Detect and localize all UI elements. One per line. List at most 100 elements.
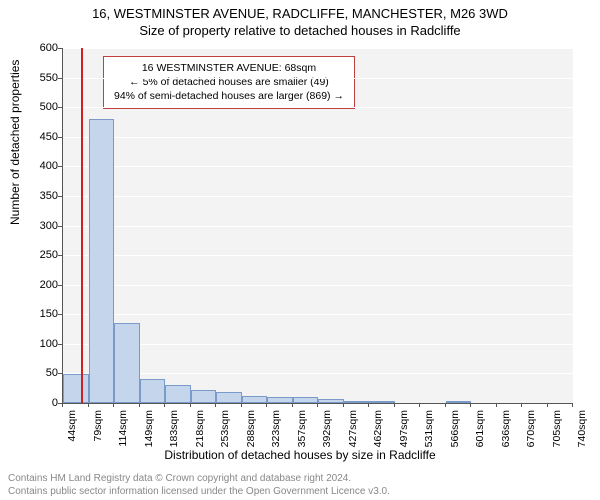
x-tick [547, 403, 548, 407]
y-tick [58, 78, 62, 79]
y-tick [58, 107, 62, 108]
y-tick-label: 600 [40, 42, 58, 54]
y-tick [58, 196, 62, 197]
x-tick-label: 601sqm [474, 410, 486, 452]
x-tick-label: 392sqm [321, 410, 333, 452]
gridline [63, 166, 573, 167]
x-tick-label: 357sqm [296, 410, 308, 452]
y-tick-label: 100 [40, 338, 58, 350]
footer-line: Contains HM Land Registry data © Crown c… [8, 472, 390, 485]
y-tick-label: 200 [40, 279, 58, 291]
y-tick [58, 285, 62, 286]
histogram-bar [369, 401, 395, 403]
x-tick [190, 403, 191, 407]
chart-container: 16, WESTMINSTER AVENUE, RADCLIFFE, MANCH… [0, 0, 600, 500]
x-tick [572, 403, 573, 407]
y-axis-label: Number of detached properties [8, 60, 22, 225]
x-tick-label: 323sqm [270, 410, 282, 452]
histogram-bar [267, 397, 293, 404]
x-tick [521, 403, 522, 407]
x-tick [164, 403, 165, 407]
y-tick [58, 48, 62, 49]
y-tick-label: 400 [40, 160, 58, 172]
x-tick-label: 183sqm [168, 410, 180, 452]
histogram-bar [89, 119, 115, 403]
x-tick [317, 403, 318, 407]
x-tick-label: 288sqm [245, 410, 257, 452]
plot-area: 16 WESTMINSTER AVENUE: 68sqm ← 5% of det… [62, 48, 573, 404]
gridline [63, 373, 573, 374]
x-tick [139, 403, 140, 407]
histogram-bar [446, 401, 472, 403]
y-tick [58, 255, 62, 256]
histogram-bar [114, 323, 140, 403]
y-tick-label: 0 [52, 397, 58, 409]
y-tick-label: 50 [46, 367, 58, 379]
gridline [63, 344, 573, 345]
y-tick-label: 300 [40, 220, 58, 232]
y-tick [58, 166, 62, 167]
x-tick-label: 44sqm [66, 410, 78, 452]
gridline [63, 107, 573, 108]
y-tick-label: 500 [40, 101, 58, 113]
subject-marker-line [81, 48, 83, 403]
y-tick-label: 450 [40, 131, 58, 143]
y-tick [58, 373, 62, 374]
x-tick-label: 636sqm [500, 410, 512, 452]
histogram-bar [63, 374, 89, 403]
gridline [63, 314, 573, 315]
x-tick [62, 403, 63, 407]
x-tick-label: 705sqm [551, 410, 563, 452]
annotation-line: 94% of semi-detached houses are larger (… [114, 89, 344, 103]
x-tick-label: 670sqm [525, 410, 537, 452]
x-tick [292, 403, 293, 407]
x-tick-label: 218sqm [194, 410, 206, 452]
gridline [63, 226, 573, 227]
x-tick-label: 740sqm [576, 410, 588, 452]
x-tick [419, 403, 420, 407]
histogram-bar [293, 397, 319, 403]
x-tick [88, 403, 89, 407]
x-tick-label: 497sqm [398, 410, 410, 452]
y-tick [58, 314, 62, 315]
x-tick-label: 149sqm [143, 410, 155, 452]
x-tick-label: 427sqm [347, 410, 359, 452]
gridline [63, 48, 573, 49]
y-tick [58, 226, 62, 227]
x-tick [241, 403, 242, 407]
histogram-bar [165, 385, 191, 403]
x-tick-label: 566sqm [449, 410, 461, 452]
x-tick-label: 253sqm [219, 410, 231, 452]
gridline [63, 196, 573, 197]
x-tick [368, 403, 369, 407]
x-tick [445, 403, 446, 407]
chart-title-main: 16, WESTMINSTER AVENUE, RADCLIFFE, MANCH… [0, 0, 600, 21]
x-tick [215, 403, 216, 407]
histogram-bar [242, 396, 268, 403]
x-tick-label: 114sqm [117, 410, 129, 452]
histogram-bar [140, 379, 166, 403]
y-tick-label: 150 [40, 308, 58, 320]
gridline [63, 137, 573, 138]
x-tick [266, 403, 267, 407]
gridline [63, 285, 573, 286]
histogram-bar [344, 401, 370, 403]
y-tick-label: 550 [40, 72, 58, 84]
gridline [63, 78, 573, 79]
histogram-bar [191, 390, 217, 403]
x-tick [113, 403, 114, 407]
annotation-box: 16 WESTMINSTER AVENUE: 68sqm ← 5% of det… [103, 56, 355, 109]
gridline [63, 255, 573, 256]
chart-title-sub: Size of property relative to detached ho… [0, 21, 600, 38]
x-tick-label: 531sqm [423, 410, 435, 452]
footer-line: Contains public sector information licen… [8, 485, 390, 498]
x-tick [394, 403, 395, 407]
x-tick-label: 462sqm [372, 410, 384, 452]
y-tick-label: 250 [40, 249, 58, 261]
annotation-line: 16 WESTMINSTER AVENUE: 68sqm [114, 61, 344, 75]
histogram-bar [318, 399, 344, 403]
x-tick [470, 403, 471, 407]
histogram-bar [216, 392, 242, 403]
x-tick [496, 403, 497, 407]
x-tick-label: 79sqm [92, 410, 104, 452]
